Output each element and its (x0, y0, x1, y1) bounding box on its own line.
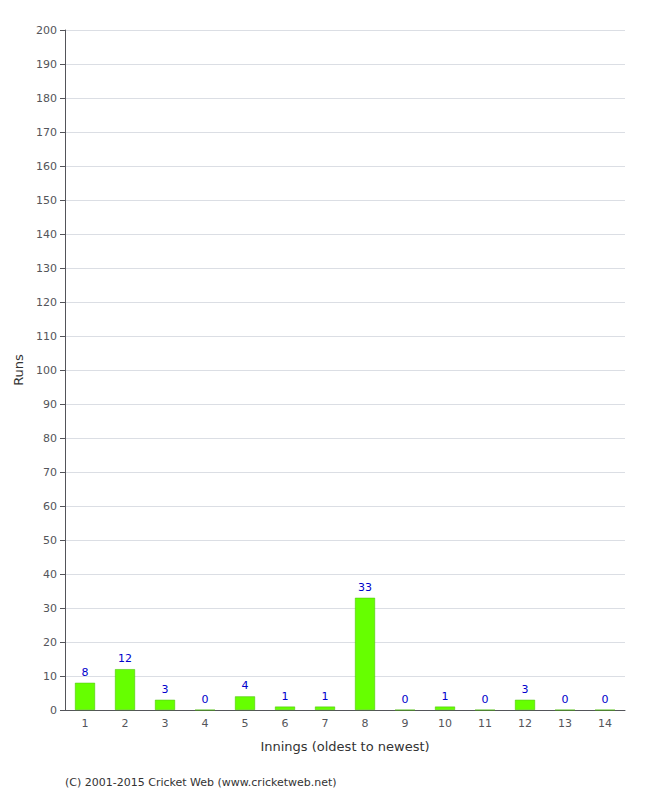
svg-text:1: 1 (82, 717, 89, 730)
svg-text:33: 33 (358, 581, 372, 594)
svg-text:110: 110 (36, 330, 57, 343)
svg-text:8: 8 (82, 666, 89, 679)
svg-text:1: 1 (442, 690, 449, 703)
svg-text:100: 100 (36, 364, 57, 377)
svg-text:140: 140 (36, 228, 57, 241)
svg-text:11: 11 (478, 717, 492, 730)
svg-text:4: 4 (242, 679, 249, 692)
svg-text:50: 50 (43, 534, 57, 547)
svg-text:150: 150 (36, 194, 57, 207)
svg-text:60: 60 (43, 500, 57, 513)
svg-text:13: 13 (558, 717, 572, 730)
svg-text:2: 2 (122, 717, 129, 730)
svg-text:14: 14 (598, 717, 612, 730)
svg-text:4: 4 (202, 717, 209, 730)
svg-text:6: 6 (282, 717, 289, 730)
svg-text:130: 130 (36, 262, 57, 275)
svg-text:120: 120 (36, 296, 57, 309)
svg-text:0: 0 (482, 693, 489, 706)
svg-text:0: 0 (50, 704, 57, 717)
svg-text:1: 1 (282, 690, 289, 703)
svg-text:0: 0 (402, 693, 409, 706)
svg-text:12: 12 (118, 652, 132, 665)
svg-text:10: 10 (43, 670, 57, 683)
svg-text:3: 3 (162, 717, 169, 730)
svg-text:90: 90 (43, 398, 57, 411)
svg-text:200: 200 (36, 24, 57, 37)
svg-text:1: 1 (322, 690, 329, 703)
svg-text:190: 190 (36, 58, 57, 71)
svg-text:80: 80 (43, 432, 57, 445)
svg-text:160: 160 (36, 160, 57, 173)
svg-text:0: 0 (562, 693, 569, 706)
svg-text:Runs: Runs (11, 354, 26, 386)
svg-text:12: 12 (518, 717, 532, 730)
svg-text:Innings (oldest to newest): Innings (oldest to newest) (260, 739, 429, 754)
svg-text:20: 20 (43, 636, 57, 649)
svg-text:7: 7 (322, 717, 329, 730)
svg-text:9: 9 (402, 717, 409, 730)
svg-text:70: 70 (43, 466, 57, 479)
svg-text:(C) 2001-2015 Cricket Web (www: (C) 2001-2015 Cricket Web (www.cricketwe… (65, 776, 337, 789)
svg-text:180: 180 (36, 92, 57, 105)
svg-text:8: 8 (362, 717, 369, 730)
svg-text:3: 3 (162, 683, 169, 696)
svg-text:3: 3 (522, 683, 529, 696)
svg-text:5: 5 (242, 717, 249, 730)
svg-text:40: 40 (43, 568, 57, 581)
svg-text:0: 0 (202, 693, 209, 706)
svg-text:0: 0 (602, 693, 609, 706)
svg-text:170: 170 (36, 126, 57, 139)
svg-text:30: 30 (43, 602, 57, 615)
svg-text:10: 10 (438, 717, 452, 730)
